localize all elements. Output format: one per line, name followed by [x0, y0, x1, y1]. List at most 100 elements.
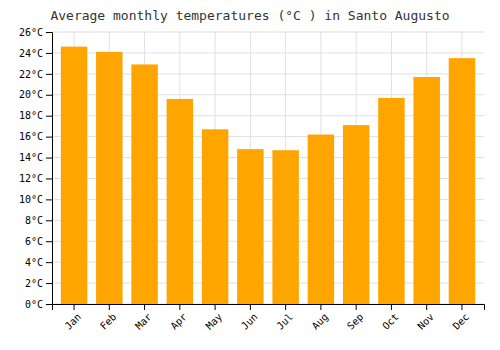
axis-line [53, 305, 485, 311]
tick-label: 10°C [19, 194, 43, 205]
tick-label: May [204, 311, 225, 332]
bar [131, 64, 157, 304]
tick: May [204, 304, 225, 332]
tick-mark [285, 304, 286, 310]
tick-label: Nov [415, 311, 436, 332]
tick-mark [46, 137, 52, 138]
tick-label: 4°C [25, 257, 43, 268]
tick-label: 6°C [25, 236, 43, 247]
grid-line [52, 32, 484, 33]
tick: Feb [98, 304, 119, 332]
tick-mark [74, 304, 75, 310]
tick: Jul [274, 304, 295, 332]
tick-mark [46, 74, 52, 75]
tick: 26°C [19, 27, 52, 38]
bar [413, 77, 439, 304]
tick: Oct [380, 304, 401, 332]
tick: 4°C [25, 257, 52, 268]
tick: 16°C [19, 131, 52, 142]
tick: 8°C [25, 215, 52, 226]
bar [343, 125, 369, 304]
bar [167, 99, 193, 304]
tick-label: 16°C [19, 131, 43, 142]
bar [272, 150, 298, 304]
tick-label: Aug [310, 311, 331, 332]
tick-mark [46, 95, 52, 96]
tick-mark [461, 304, 462, 310]
tick-label: 0°C [25, 299, 43, 310]
tick-mark [215, 304, 216, 310]
tick: Mar [133, 304, 154, 332]
tick: 6°C [25, 236, 52, 247]
tick: 18°C [19, 110, 52, 121]
tick-mark [46, 241, 52, 242]
bar [237, 149, 263, 304]
tick-label: 18°C [19, 110, 43, 121]
tick-label: 14°C [19, 152, 43, 163]
tick-mark [46, 158, 52, 159]
axis-line [46, 33, 53, 305]
tick-label: Jul [274, 311, 295, 332]
tick-mark [320, 304, 321, 310]
bar [449, 58, 475, 304]
tick-label: Dec [451, 311, 472, 332]
tick-mark [179, 304, 180, 310]
tick-mark [46, 53, 52, 54]
tick-mark [46, 283, 52, 284]
tick: Sep [345, 304, 366, 332]
x-axis: Jan Feb Mar Apr May Jun Jul Aug Sep Oct Nov Dec [53, 304, 485, 332]
tick-mark [250, 304, 251, 310]
tick-label: Feb [98, 311, 119, 332]
tick-label: Jan [63, 311, 84, 332]
tick-label: 8°C [25, 215, 43, 226]
tick-label: 20°C [19, 89, 43, 100]
tick: Nov [415, 304, 436, 332]
tick: 2°C [25, 278, 52, 289]
tick-label: Jun [239, 311, 260, 332]
tick-mark [46, 199, 52, 200]
tick-mark [356, 304, 357, 310]
tick: Dec [451, 304, 472, 332]
tick-mark [426, 304, 427, 310]
tick-mark [391, 304, 392, 310]
tick-mark [109, 304, 110, 310]
tick: 24°C [19, 48, 52, 59]
plot: 0°C 2°C 4°C 6°C 8°C 10°C 12°C 14°C 16°C 18°C 20°C 2… [19, 27, 485, 332]
title: Average monthly temperatures (°C ) in Sa… [50, 8, 449, 23]
tick-mark [144, 304, 145, 310]
bars [61, 47, 475, 304]
bar [61, 47, 87, 304]
tick: Apr [168, 304, 189, 332]
tick-label: Oct [380, 311, 401, 332]
tick: 20°C [19, 89, 52, 100]
tick-label: 22°C [19, 69, 43, 80]
tick-label: 26°C [19, 27, 43, 38]
tick: Jun [239, 304, 260, 332]
bar [202, 129, 228, 304]
bar [378, 98, 404, 304]
tick-mark [46, 116, 52, 117]
tick: 12°C [19, 173, 52, 184]
tick: 14°C [19, 152, 52, 163]
tick-label: 2°C [25, 278, 43, 289]
y-axis: 0°C 2°C 4°C 6°C 8°C 10°C 12°C 14°C 16°C 18°C 20°C 2… [19, 27, 53, 310]
tick-label: 24°C [19, 48, 43, 59]
tick: Aug [310, 304, 331, 332]
tick-mark [46, 220, 52, 221]
chart: 0°C 2°C 4°C 6°C 8°C 10°C 12°C 14°C 16°C 18°C 20°C 2… [0, 0, 500, 350]
tick: 10°C [19, 194, 52, 205]
tick: Jan [63, 304, 84, 332]
bar [308, 135, 334, 304]
grid [52, 32, 484, 304]
tick: 0°C [25, 299, 52, 310]
tick-mark [46, 178, 52, 179]
tick: 22°C [19, 69, 52, 80]
tick-label: 12°C [19, 173, 43, 184]
tick-mark [46, 304, 52, 305]
tick-mark [46, 32, 52, 33]
tick-label: Apr [168, 311, 189, 332]
tick-mark [46, 262, 52, 263]
tick-label: Sep [345, 311, 366, 332]
bar [96, 52, 122, 304]
tick-label: Mar [133, 311, 154, 332]
